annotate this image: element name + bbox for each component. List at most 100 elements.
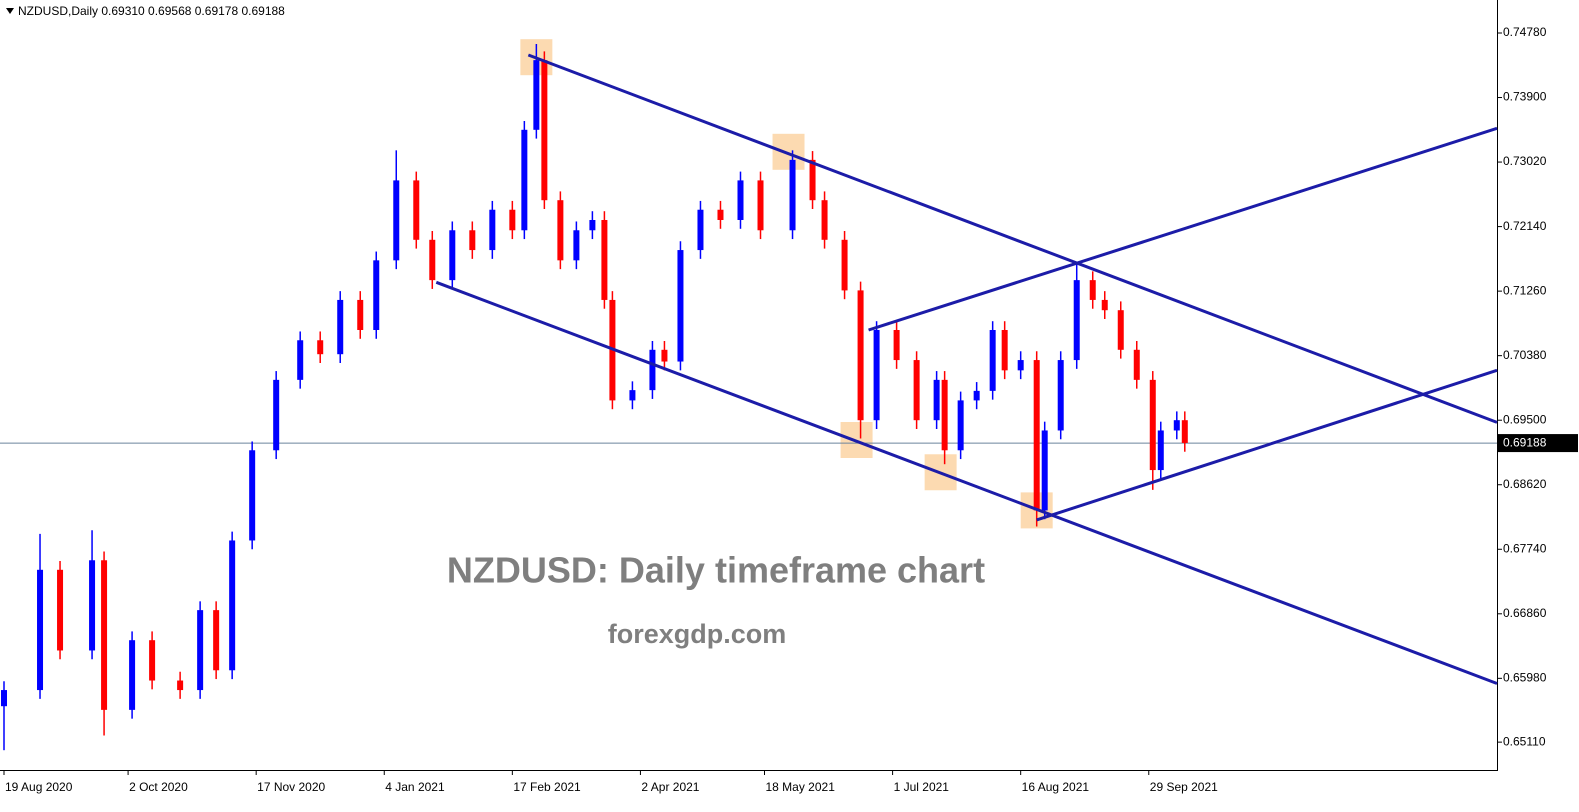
trend-line xyxy=(1036,368,1498,522)
candle-body xyxy=(1101,299,1108,311)
candle-body xyxy=(37,569,44,691)
candle-body xyxy=(429,239,436,281)
x-tick-label: 2 Oct 2020 xyxy=(129,780,188,794)
candle-body xyxy=(957,400,964,451)
candle-body xyxy=(469,230,476,251)
candle-body xyxy=(589,220,596,231)
candle-body xyxy=(129,640,136,710)
candle-body xyxy=(973,390,980,401)
x-tick-label: 17 Feb 2021 xyxy=(513,780,581,794)
candle-body xyxy=(213,610,220,671)
candle-body xyxy=(629,390,636,401)
candle-body xyxy=(449,230,456,281)
candle-body xyxy=(149,640,156,681)
candle-body xyxy=(1157,430,1164,471)
y-tick-label: 0.71260 xyxy=(1503,283,1547,297)
candle-body xyxy=(649,349,656,391)
trend-line xyxy=(868,126,1498,332)
candle-body xyxy=(809,159,816,201)
x-tick-label: 18 May 2021 xyxy=(766,780,836,794)
candle-body xyxy=(533,60,540,130)
candle-body xyxy=(821,200,828,240)
candle-body xyxy=(521,129,528,231)
candle-body xyxy=(357,299,364,330)
candle-body xyxy=(1001,330,1008,371)
y-tick-label: 0.65980 xyxy=(1503,671,1547,685)
current-price-label: 0.69188 xyxy=(1503,435,1547,449)
candle-body xyxy=(757,180,764,231)
candle-body xyxy=(737,180,744,220)
candle-body xyxy=(1017,360,1024,371)
y-tick-label: 0.72140 xyxy=(1503,219,1547,233)
watermark-subtitle: forexgdp.com xyxy=(608,619,787,649)
candle-body xyxy=(1041,430,1048,511)
y-tick-label: 0.73900 xyxy=(1503,90,1547,104)
y-tick-label: 0.73020 xyxy=(1503,154,1547,168)
x-tick-label: 4 Jan 2021 xyxy=(385,780,445,794)
candle-body xyxy=(933,379,940,421)
candle-body xyxy=(89,560,96,651)
x-tick-label: 1 Jul 2021 xyxy=(894,780,950,794)
candle-body xyxy=(893,330,900,361)
current-price-box xyxy=(1498,434,1578,453)
candle-body xyxy=(57,569,64,651)
y-tick-label: 0.66860 xyxy=(1503,606,1547,620)
candle-body xyxy=(1057,360,1064,431)
candle-body xyxy=(913,360,920,421)
candle-body xyxy=(857,290,864,421)
candle-body xyxy=(841,239,848,291)
x-tick-label: 2 Apr 2021 xyxy=(641,780,699,794)
candle-body xyxy=(509,209,516,231)
trend-line xyxy=(527,53,1498,424)
x-tick-label: 19 Aug 2020 xyxy=(5,780,73,794)
candle-body xyxy=(941,379,948,451)
candle-body xyxy=(373,260,380,330)
candle-body xyxy=(1149,379,1156,471)
candle-body xyxy=(541,60,548,201)
x-tick-label: 17 Nov 2020 xyxy=(257,780,325,794)
candle-body xyxy=(697,209,704,251)
candle-body xyxy=(1181,420,1188,443)
candle-body xyxy=(661,349,668,362)
y-tick-label: 0.68620 xyxy=(1503,477,1547,491)
candle-body xyxy=(413,180,420,240)
watermark-title: NZDUSD: Daily timeframe chart xyxy=(447,550,985,591)
y-tick-label: 0.67740 xyxy=(1503,541,1547,555)
candle-body xyxy=(717,209,724,220)
x-tick-label: 29 Sep 2021 xyxy=(1150,780,1218,794)
candle-body xyxy=(317,340,324,355)
candle-body xyxy=(101,560,108,710)
candle-body xyxy=(601,220,608,300)
y-tick-label: 0.69500 xyxy=(1503,412,1547,426)
candle-body xyxy=(297,340,304,380)
candle-body xyxy=(393,180,400,261)
candle-body xyxy=(197,610,204,691)
candle-body xyxy=(789,159,796,231)
highlight-box xyxy=(772,133,805,170)
candle-body xyxy=(677,250,684,362)
candle-body xyxy=(1,690,8,707)
candle-body xyxy=(1089,280,1096,300)
chart-header: NZDUSD,Daily 0.69310 0.69568 0.69178 0.6… xyxy=(18,4,285,18)
candle-body xyxy=(557,200,564,261)
candle-body xyxy=(229,540,236,671)
x-tick-label: 16 Aug 2021 xyxy=(1022,780,1090,794)
candle-body xyxy=(873,330,880,421)
candle-body xyxy=(1133,349,1140,380)
candle-body xyxy=(573,230,580,261)
candle-body xyxy=(1033,360,1040,511)
candle-body xyxy=(273,379,280,451)
candle-body xyxy=(1117,310,1124,350)
menu-arrow xyxy=(6,8,14,14)
candle-body xyxy=(249,450,256,541)
candle-body xyxy=(489,209,496,251)
candle-body xyxy=(1073,280,1080,361)
y-tick-label: 0.70380 xyxy=(1503,348,1547,362)
candle-body xyxy=(177,680,184,691)
candle-body xyxy=(1173,420,1180,431)
candle-body xyxy=(989,330,996,391)
y-tick-label: 0.74780 xyxy=(1503,25,1547,39)
candle-body xyxy=(337,299,344,355)
